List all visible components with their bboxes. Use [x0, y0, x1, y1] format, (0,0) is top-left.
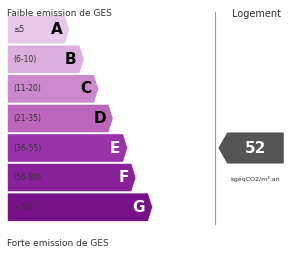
- Polygon shape: [7, 45, 84, 73]
- Text: E: E: [110, 140, 120, 155]
- Text: Faible emission de GES: Faible emission de GES: [7, 9, 112, 18]
- Polygon shape: [7, 16, 70, 44]
- Text: kgéqCO2/m².an: kgéqCO2/m².an: [231, 176, 280, 182]
- Text: (56-80): (56-80): [13, 173, 41, 182]
- Text: B: B: [65, 52, 77, 67]
- Polygon shape: [7, 75, 99, 103]
- Text: A: A: [50, 22, 62, 37]
- Polygon shape: [7, 164, 136, 192]
- Text: ≤5: ≤5: [13, 25, 25, 34]
- Text: Logement: Logement: [232, 9, 281, 19]
- Polygon shape: [7, 193, 153, 221]
- Text: (11-20): (11-20): [13, 84, 41, 93]
- Polygon shape: [7, 104, 113, 133]
- Text: > 80: > 80: [13, 203, 32, 212]
- Text: C: C: [80, 81, 91, 96]
- Text: (36-55): (36-55): [13, 144, 41, 153]
- Text: Forte emission de GES: Forte emission de GES: [7, 239, 109, 248]
- Text: (6-10): (6-10): [13, 55, 37, 64]
- Text: 52: 52: [245, 140, 266, 155]
- Polygon shape: [7, 134, 128, 162]
- Polygon shape: [218, 132, 284, 164]
- Text: G: G: [133, 200, 145, 215]
- Text: F: F: [118, 170, 129, 185]
- Text: (21-35): (21-35): [13, 114, 41, 123]
- Text: D: D: [93, 111, 106, 126]
